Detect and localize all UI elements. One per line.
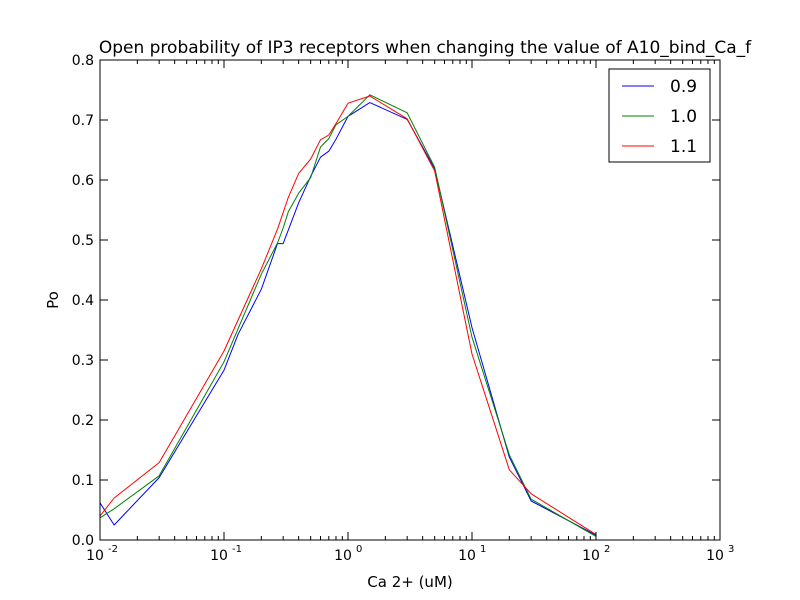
y-tick-label: 0.1	[72, 473, 94, 489]
y-tick-label: 0.5	[72, 233, 94, 249]
x-tick-label: 10	[582, 548, 600, 564]
ticks-layer: 10 -2 10 -1 10 0 10 1 10 2 10 3 0.0 0.1 0.2 0.3 0.4 0.5 0.…	[72, 53, 735, 564]
y-tick-label: 0.4	[72, 293, 94, 309]
x-tick-exponent: 1	[480, 544, 486, 555]
x-axis-label: Ca 2+ (uM)	[367, 573, 452, 591]
series-line-0-9	[99, 102, 597, 536]
x-tick-exponent: -1	[232, 544, 242, 555]
y-tick-label: 0.3	[72, 353, 94, 369]
y-tick-label: 0.0	[72, 533, 94, 549]
x-tick-exponent: 2	[604, 544, 610, 555]
series-line-1-1	[99, 95, 597, 536]
y-axis-label: Po	[44, 291, 62, 309]
x-tick-label: 10	[86, 548, 104, 564]
legend: 0.9 1.0 1.1	[608, 68, 711, 163]
x-tick-label: 10	[458, 548, 476, 564]
y-tick-label: 0.8	[72, 53, 94, 69]
legend-label: 1.1	[670, 137, 697, 157]
chart-title: Open probability of IP3 receptors when c…	[99, 38, 752, 58]
x-tick-exponent: 0	[356, 544, 362, 555]
legend-label: 1.0	[670, 107, 697, 127]
x-tick-label: 10	[706, 548, 724, 564]
x-tick-label: 10	[210, 548, 228, 564]
y-tick-label: 0.2	[72, 413, 94, 429]
x-tick-exponent: 3	[728, 544, 734, 555]
x-tick-exponent: -2	[108, 544, 118, 555]
legend-label: 0.9	[670, 77, 697, 97]
series-layer	[99, 94, 597, 537]
y-tick-label: 0.7	[72, 113, 94, 129]
x-tick-label: 10	[334, 548, 352, 564]
y-tick-label: 0.6	[72, 173, 94, 189]
series-line-1-0	[99, 94, 597, 537]
